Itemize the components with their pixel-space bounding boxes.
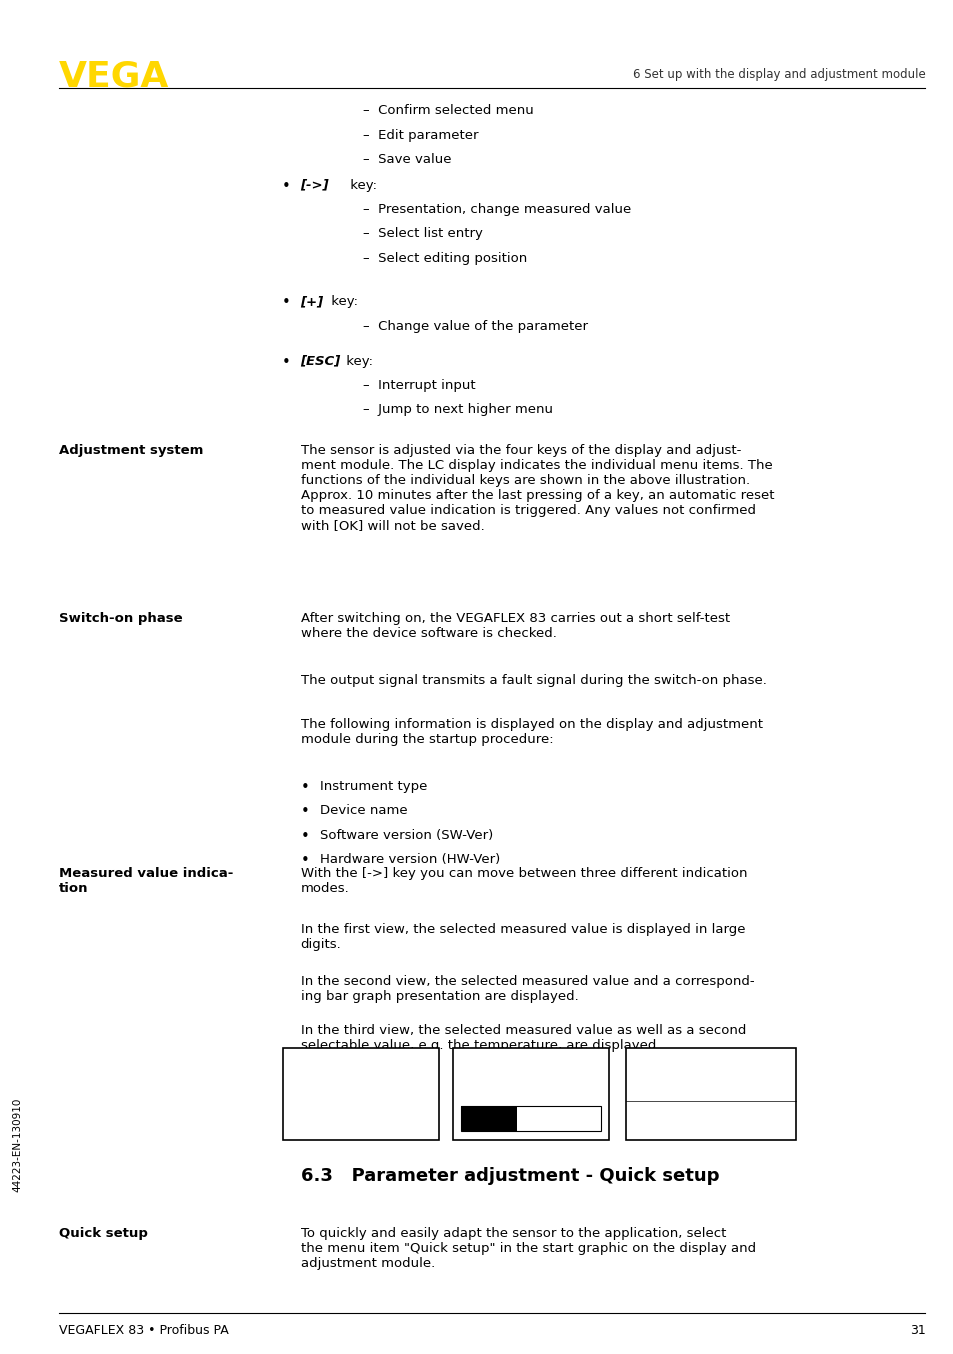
Text: VEGAFLEX 83 • Profibus PA: VEGAFLEX 83 • Profibus PA [59, 1324, 229, 1338]
Text: •: • [300, 853, 309, 868]
Bar [460, 1106, 517, 1131]
Text: •: • [300, 780, 309, 795]
Text: Switch-on phase: Switch-on phase [59, 612, 183, 626]
Text: •: • [300, 829, 309, 844]
Bar [283, 1048, 438, 1140]
Text: •: • [281, 295, 290, 310]
Bar [625, 1048, 795, 1140]
Text: [ESC]: [ESC] [300, 355, 340, 368]
Text: mm: mm [399, 1098, 422, 1112]
Text: •: • [281, 179, 290, 194]
Text: –  Edit parameter: – Edit parameter [362, 129, 477, 142]
Text: 6 Set up with the display and adjustment module: 6 Set up with the display and adjustment… [632, 68, 924, 81]
Text: Instrument type: Instrument type [319, 780, 427, 793]
Text: mm: mm [765, 1068, 787, 1079]
Text: Adjustment system: Adjustment system [59, 444, 203, 458]
Text: After switching on, the VEGAFLEX 83 carries out a short self-test
where the devi: After switching on, the VEGAFLEX 83 carr… [300, 612, 729, 640]
Text: mm: mm [569, 1067, 592, 1079]
Text: –  Interrupt input: – Interrupt input [362, 379, 475, 393]
Text: 1866: 1866 [319, 1062, 396, 1090]
Text: 1866: 1866 [668, 1068, 738, 1093]
Text: Device name: Device name [319, 804, 407, 818]
Text: The following information is displayed on the display and adjustment
module duri: The following information is displayed o… [300, 718, 761, 746]
Text: With the [->] key you can move between three different indication
modes.: With the [->] key you can move between t… [300, 867, 746, 895]
Text: Quick setup: Quick setup [59, 1227, 148, 1240]
Text: –  Change value of the parameter: – Change value of the parameter [362, 320, 587, 333]
Text: Sensor: Sensor [293, 1122, 329, 1133]
Text: key:: key: [342, 355, 373, 368]
Text: key:: key: [346, 179, 376, 192]
Text: Software version (SW-Ver): Software version (SW-Ver) [319, 829, 493, 842]
Text: Sensor: Sensor [460, 1120, 497, 1129]
Text: 31: 31 [908, 1324, 924, 1338]
Text: –  Confirm selected menu: – Confirm selected menu [362, 104, 533, 118]
Bar [460, 1106, 600, 1131]
Text: •: • [300, 804, 309, 819]
Text: •: • [281, 355, 290, 370]
Text: The sensor is adjusted via the four keys of the display and adjust-
ment module.: The sensor is adjusted via the four keys… [300, 444, 773, 532]
Bar [453, 1048, 608, 1140]
Text: –  Select list entry: – Select list entry [362, 227, 482, 241]
Text: In the second view, the selected measured value and a correspond-
ing bar graph : In the second view, the selected measure… [300, 975, 753, 1003]
Text: °C: °C [774, 1114, 787, 1125]
Text: Sensor: Sensor [633, 1055, 669, 1064]
Text: In the third view, the selected measured value as well as a second
selectable va: In the third view, the selected measured… [300, 1024, 745, 1052]
Text: 1866: 1866 [482, 1059, 559, 1087]
Text: –  Presentation, change measured value: – Presentation, change measured value [362, 203, 630, 217]
Text: In the first view, the selected measured value is displayed in large
digits.: In the first view, the selected measured… [300, 923, 744, 952]
Text: 6.3   Parameter adjustment - Quick setup: 6.3 Parameter adjustment - Quick setup [300, 1167, 719, 1185]
Text: VEGA: VEGA [59, 60, 170, 93]
Text: [->]: [->] [300, 179, 329, 192]
Text: –  Jump to next higher menu: – Jump to next higher menu [362, 403, 552, 417]
Text: key:: key: [327, 295, 357, 309]
Text: Hardware version (HW-Ver): Hardware version (HW-Ver) [319, 853, 499, 867]
Text: 24.1: 24.1 [671, 1110, 722, 1129]
Text: –  Select editing position: – Select editing position [362, 252, 526, 265]
Text: The output signal transmits a fault signal during the switch-on phase.: The output signal transmits a fault sign… [300, 674, 765, 688]
Text: [+]: [+] [300, 295, 323, 309]
Text: Measured value indica-
tion: Measured value indica- tion [59, 867, 233, 895]
Text: –  Save value: – Save value [362, 153, 451, 167]
Text: 44223-EN-130910: 44223-EN-130910 [12, 1097, 22, 1192]
Text: To quickly and easily adapt the sensor to the application, select
the menu item : To quickly and easily adapt the sensor t… [300, 1227, 755, 1270]
